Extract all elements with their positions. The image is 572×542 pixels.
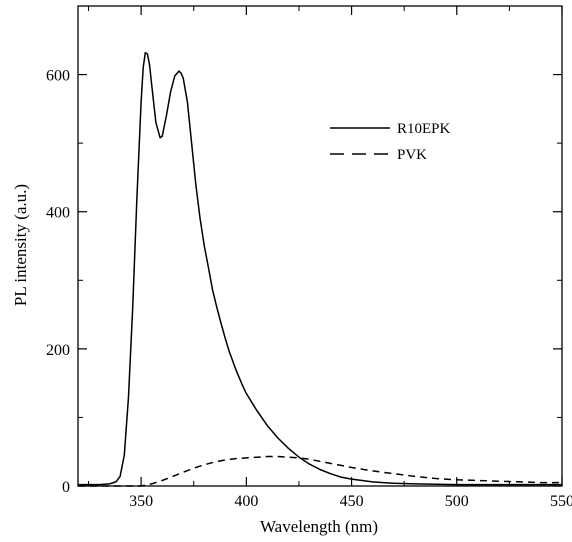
x-tick-label: 450 bbox=[340, 493, 364, 510]
x-tick-label: 400 bbox=[234, 493, 258, 510]
x-tick-label: 350 bbox=[129, 493, 153, 510]
x-axis-label: Wavelength (nm) bbox=[260, 517, 378, 536]
y-tick-label: 400 bbox=[46, 205, 70, 222]
series-line-r10epk bbox=[78, 51, 562, 486]
y-tick-label: 200 bbox=[46, 342, 70, 359]
y-tick-label: 600 bbox=[46, 68, 70, 85]
series-line-pvk bbox=[78, 455, 562, 487]
y-tick-label: 0 bbox=[62, 479, 70, 496]
y-axis-label: PL intensity (a.u.) bbox=[11, 184, 30, 306]
x-tick-label: 500 bbox=[445, 493, 469, 510]
legend-label-r10epk: R10EPK bbox=[397, 121, 451, 137]
legend-label-pvk: PVK bbox=[397, 147, 427, 163]
x-tick-label: 550 bbox=[550, 493, 572, 510]
plot-frame bbox=[77, 5, 563, 487]
